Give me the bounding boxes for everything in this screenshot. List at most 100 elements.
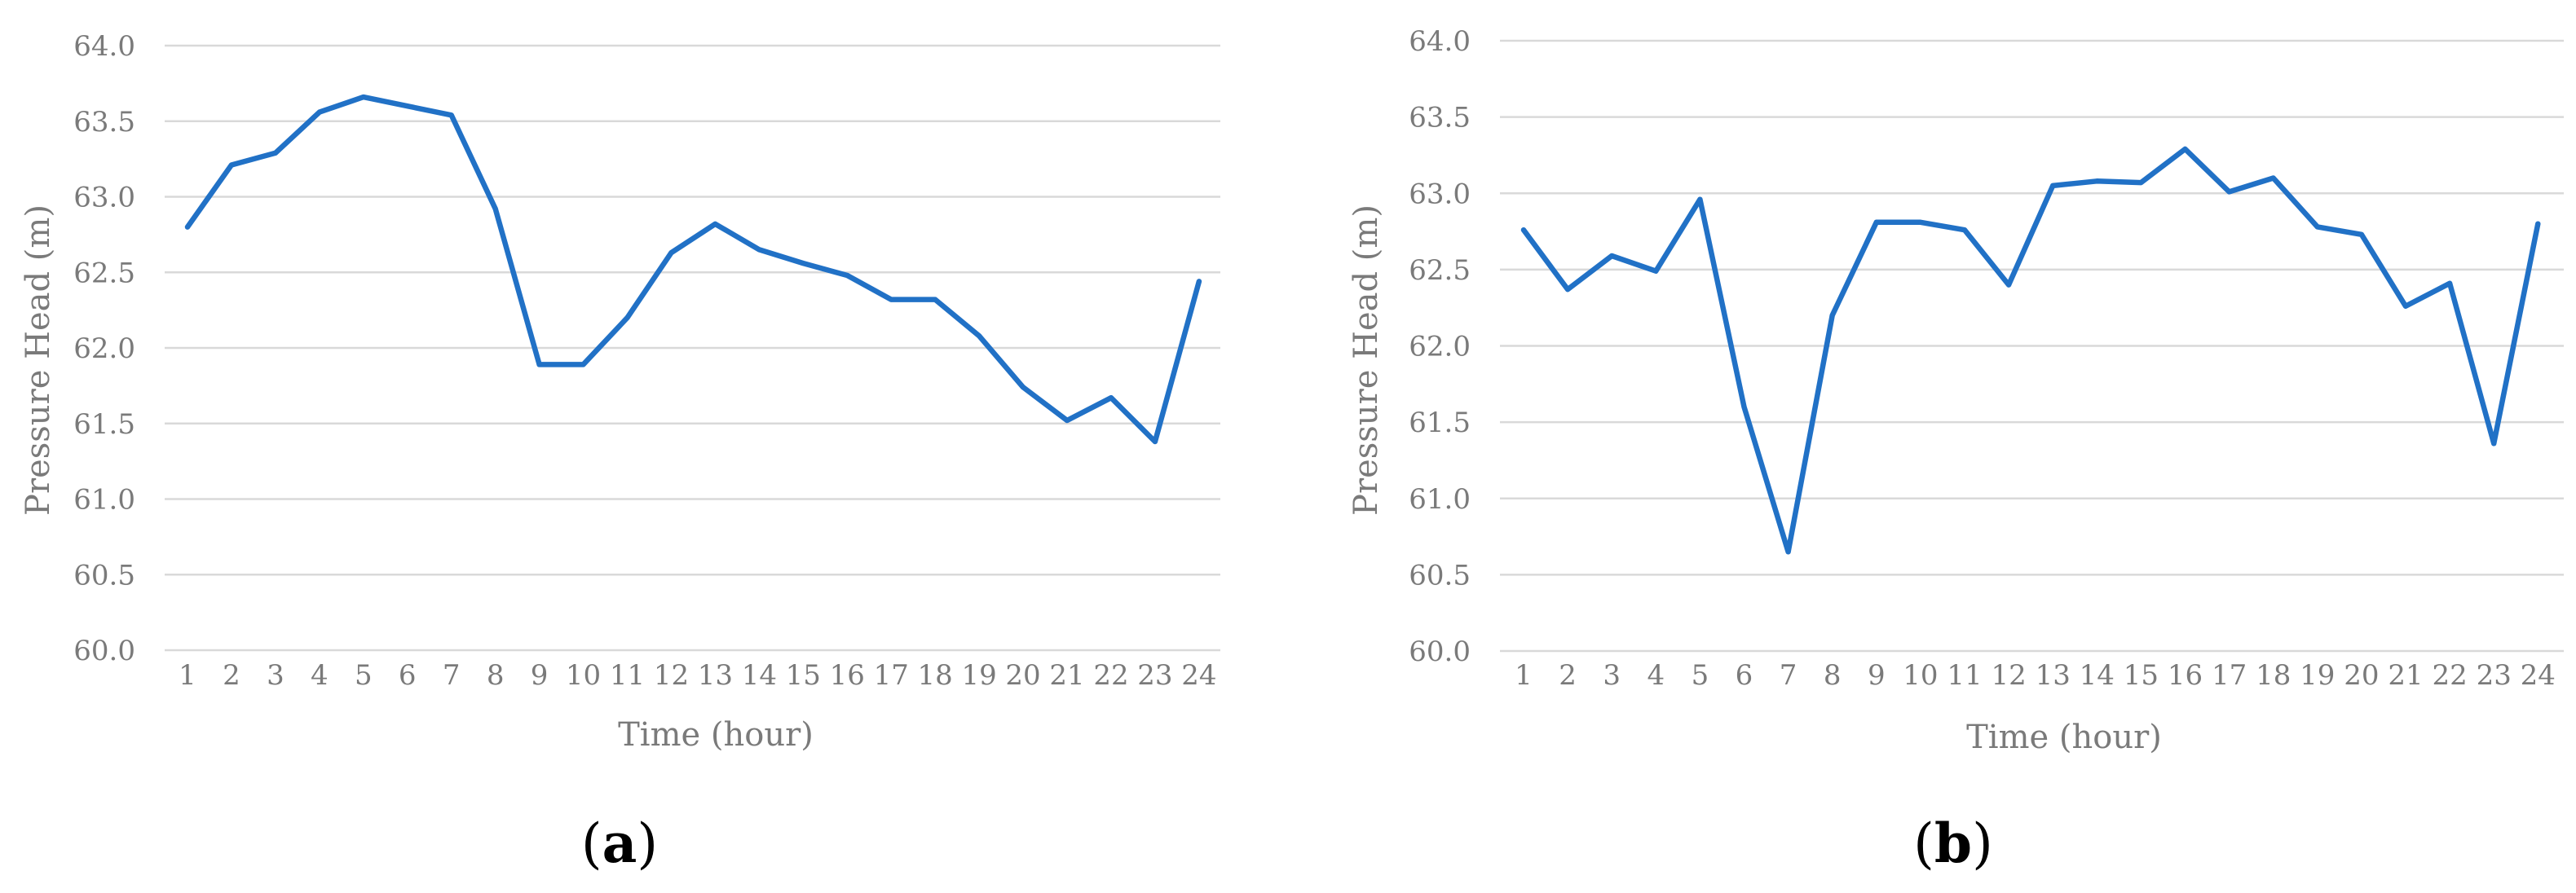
chart-b-data-point	[2403, 303, 2408, 309]
chart-a-data-point	[712, 221, 718, 227]
chart-a-y-axis-title: Pressure Head (m)	[20, 205, 57, 516]
chart-b-data-point	[1917, 219, 1923, 225]
chart-a-x-tick-label: 15	[786, 659, 821, 692]
chart-b-y-tick-label: 61.5	[1409, 407, 1471, 439]
chart-a-x-tick-label: 13	[698, 659, 733, 692]
chart-a-y-tick-label: 64.0	[73, 30, 135, 63]
chart-a-x-tick-label: 2	[223, 659, 240, 692]
chart-a-data-point	[1021, 385, 1026, 390]
chart-b-x-tick-label: 8	[1824, 659, 1842, 692]
chart-a-x-tick-label: 8	[487, 659, 505, 692]
chart-a-x-tick-label: 19	[961, 659, 996, 692]
chart-a-gridlines	[165, 44, 1220, 652]
chart-a-x-tick-label: 3	[267, 659, 285, 692]
chart-a-data-point	[228, 162, 234, 168]
chart-a-data-point	[933, 297, 938, 302]
chart-b-x-tick-label: 6	[1736, 659, 1753, 692]
chart-a-y-tick-label: 63.5	[73, 106, 135, 139]
chart-b-data-point	[1697, 196, 1703, 202]
chart-a-x-tick-label: 11	[610, 659, 645, 692]
chart-b-y-tick-label: 62.5	[1409, 254, 1471, 287]
chart-b-y-tick-label: 62.0	[1409, 331, 1471, 363]
chart-a-x-tick-label: 24	[1181, 659, 1216, 692]
chart-a-x-tick-label: 1	[179, 659, 196, 692]
chart-a-x-tick-label: 5	[355, 659, 373, 692]
chart-a-data-point	[889, 297, 894, 302]
chart-b-x-tick-label: 20	[2344, 659, 2379, 692]
chart-a-x-tick-label: 12	[654, 659, 689, 692]
chart-b-data-point	[1873, 219, 1879, 225]
chart-b-data-point	[2050, 183, 2056, 188]
chart-b-x-axis-title: Time (hour)	[1966, 719, 2162, 756]
chart-a-data-point	[536, 362, 542, 367]
chart-a-data-point	[801, 261, 806, 266]
chart-b-x-tick-label: 14	[2080, 659, 2115, 692]
chart-a-y-tick-label: 60.5	[73, 559, 135, 592]
chart-a-x-tick-label: 6	[399, 659, 417, 692]
chart-a-data-point	[404, 103, 410, 109]
chart-b-y-tick-label: 60.0	[1409, 636, 1471, 668]
chart-a-x-tick-label: 18	[918, 659, 953, 692]
chart-b-x-tick-label: 7	[1780, 659, 1797, 692]
chart-b-x-ticks: 1 2 3 4 5 6 7 8 9 10 11 12 13 14 15 16 17 18 19 20 21 22 23 24	[1515, 659, 2556, 692]
chart-b-data-point	[1785, 549, 1791, 555]
chart-b-x-tick-label: 18	[2256, 659, 2291, 692]
chart-b-x-tick-label: 24	[2521, 659, 2556, 692]
chart-b-series	[1520, 146, 2541, 555]
chart-b-data-point	[2358, 231, 2364, 237]
chart-a-x-tick-label: 10	[566, 659, 601, 692]
chart-a-y-tick-label: 63.0	[73, 182, 135, 214]
chart-b-x-tick-label: 16	[2168, 659, 2203, 692]
chart-b-x-tick-label: 5	[1692, 659, 1709, 692]
chart-b-x-tick-label: 12	[1991, 659, 2026, 692]
chart-b-data-point	[2535, 221, 2541, 227]
chart-b-x-tick-label: 1	[1515, 659, 1533, 692]
chart-b-gridlines	[1500, 39, 2564, 653]
chart-b-data-point	[1829, 313, 1835, 319]
chart-a-x-tick-label: 17	[874, 659, 909, 692]
chart-a-series	[184, 94, 1202, 445]
chart-b-data-point	[2006, 282, 2012, 288]
chart-b-data-point	[2182, 146, 2188, 152]
chart-b-data-point	[1565, 287, 1571, 293]
chart-a-x-ticks: 1 2 3 4 5 6 7 8 9 10 11 12 13 14 15 16 17 18 19 20 21 22 23 24	[179, 659, 1216, 692]
chart-a-x-tick-label: 14	[742, 659, 777, 692]
chart-a-data-point	[1108, 395, 1114, 401]
chart-b-data-point	[2094, 178, 2100, 184]
chart-b-series-line	[1520, 146, 2541, 555]
chart-a-x-tick-label: 20	[1005, 659, 1040, 692]
chart-a-data-point	[624, 315, 630, 320]
chart-b-y-tick-label: 63.5	[1409, 102, 1471, 134]
chart-b-y-tick-label: 63.0	[1409, 178, 1471, 210]
chart-a-data-point	[1196, 279, 1202, 284]
chart-a-data-point	[360, 95, 366, 100]
chart-b-x-tick-label: 11	[1947, 659, 1982, 692]
chart-a-data-point	[1152, 439, 1158, 445]
chart-a-x-tick-label: 22	[1093, 659, 1128, 692]
chart-a-series-line	[184, 94, 1202, 445]
chart-b-y-tick-label: 61.0	[1409, 483, 1471, 516]
chart-a-y-tick-label: 62.5	[73, 257, 135, 289]
chart-a-data-point	[448, 112, 454, 118]
chart-b-x-tick-label: 21	[2388, 659, 2423, 692]
chart-a-y-tick-label: 60.0	[73, 635, 135, 667]
chart-b-x-tick-label: 13	[2036, 659, 2071, 692]
chart-a-x-axis-title: Time (hour)	[618, 716, 814, 754]
chart-a-data-point	[316, 109, 322, 115]
chart-b-data-point	[2491, 441, 2497, 446]
chart-a-x-tick-label: 23	[1137, 659, 1172, 692]
chart-b-data-point	[2314, 224, 2320, 230]
chart-a-data-point	[272, 150, 278, 156]
chart-a-y-tick-label: 61.5	[73, 408, 135, 441]
chart-b-x-tick-label: 2	[1559, 659, 1577, 692]
chart-a-data-point	[977, 333, 982, 339]
chart-b-data-point	[2226, 189, 2232, 195]
chart-a-data-point	[668, 250, 674, 256]
chart-b-x-tick-label: 17	[2212, 659, 2247, 692]
chart-b-y-axis-title: Pressure Head (m)	[1348, 205, 1385, 516]
chart-b-x-tick-label: 19	[2300, 659, 2335, 692]
chart-b-y-ticks: 60.0 60.5 61.0 61.5 62.0 62.5 63.0 63.5 64.0	[1409, 25, 1471, 668]
